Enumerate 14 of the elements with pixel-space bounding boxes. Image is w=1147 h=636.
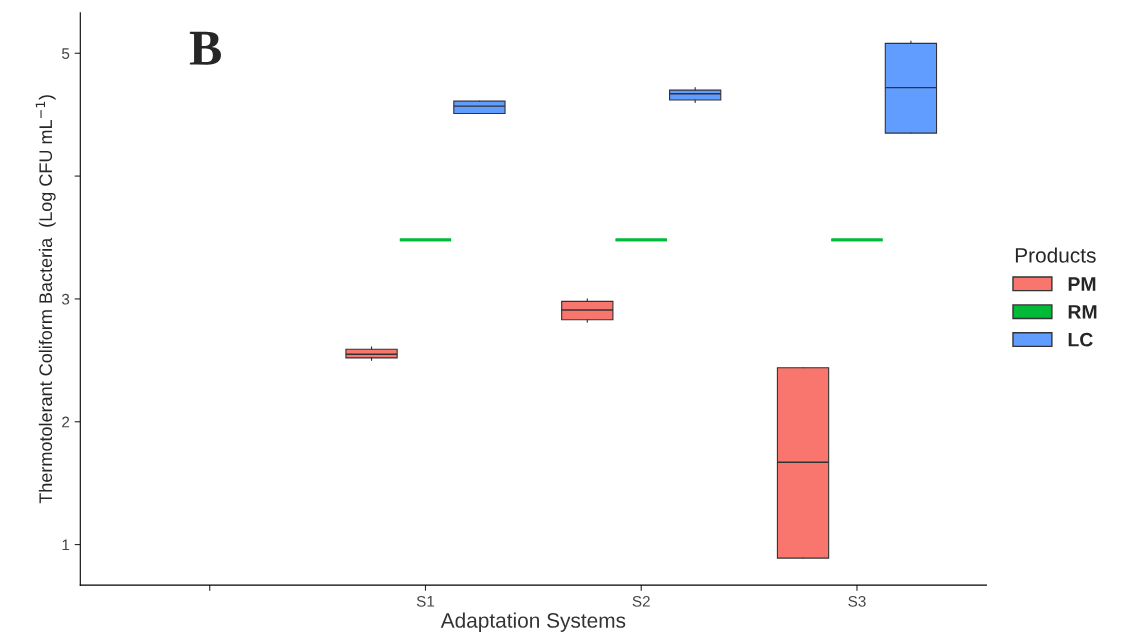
legend-label: LC (1068, 332, 1093, 347)
y-tick-label: 3 (61, 293, 70, 305)
y-tick-label: 1 (62, 539, 70, 551)
y-tick-label: 2 (62, 416, 70, 428)
y-axis-title: Thermotolerant Coliform Bacteria (Log CFU mL$^{−1}$) (35, 95, 56, 504)
x-tick-label: S3 (848, 595, 866, 607)
x-tick-label: S2 (632, 595, 650, 607)
legend-title: Products (1015, 247, 1096, 263)
legend-label: PM (1068, 277, 1096, 291)
x-axis-title: Adaptation Systems (440, 612, 626, 632)
y-tick-label: 5 (61, 48, 70, 59)
legend-label: RM (1068, 305, 1097, 319)
annotation: B (189, 31, 221, 65)
x-tick-label: S1 (416, 595, 435, 607)
